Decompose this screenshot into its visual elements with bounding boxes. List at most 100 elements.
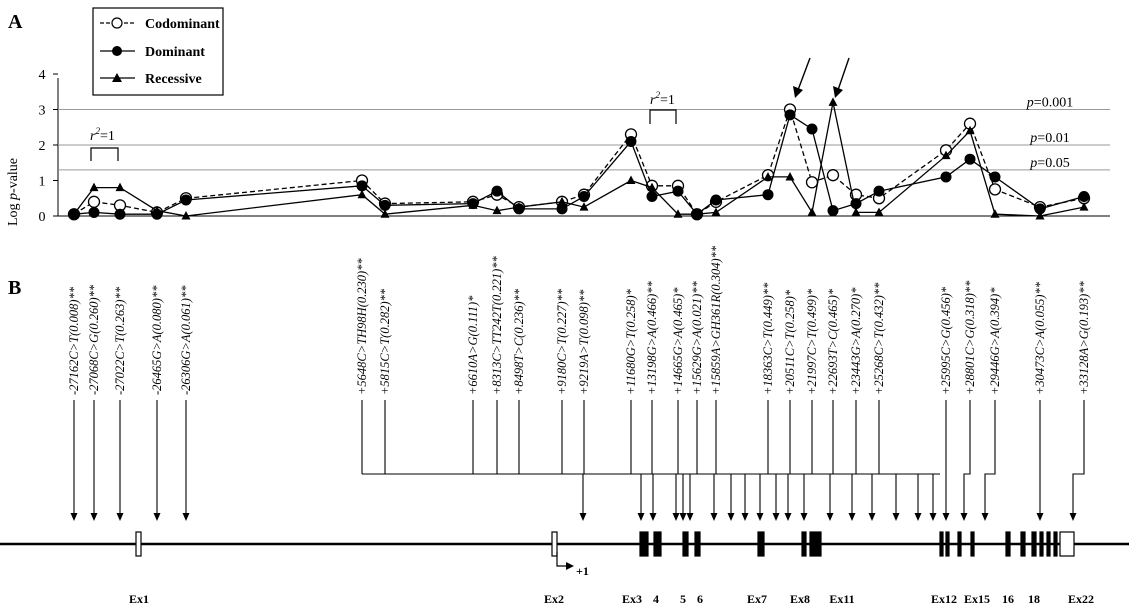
data-point bbox=[784, 109, 796, 121]
snp-label: +25268C>T(0.432)** bbox=[872, 282, 886, 395]
threshold-label: p=0.001 bbox=[1026, 96, 1073, 111]
snp-label: +11680G>T(0.258)* bbox=[624, 288, 638, 395]
snp-connector bbox=[984, 400, 996, 515]
data-point bbox=[762, 189, 774, 201]
exon bbox=[809, 531, 815, 557]
series-layer bbox=[67, 97, 1091, 221]
data-point bbox=[556, 203, 568, 215]
exon-label: Ex1 bbox=[129, 592, 149, 606]
data-point bbox=[874, 207, 884, 216]
snp-arrowhead bbox=[929, 513, 937, 521]
data-point bbox=[763, 171, 773, 181]
y-tick-label: 3 bbox=[39, 104, 46, 119]
data-point bbox=[873, 185, 885, 197]
data-point bbox=[692, 209, 702, 218]
data-point bbox=[114, 208, 126, 220]
data-point bbox=[941, 150, 951, 160]
data-point bbox=[1034, 203, 1046, 215]
exon-label: 5 bbox=[680, 592, 686, 606]
panel-a-letter: A bbox=[8, 11, 23, 33]
data-point bbox=[89, 182, 99, 192]
snp-arrowhead bbox=[579, 513, 587, 521]
data-point bbox=[152, 205, 162, 215]
snp-arrowhead bbox=[70, 513, 78, 521]
snp-label: +25995C>G(0.456)* bbox=[939, 286, 953, 395]
data-point bbox=[805, 176, 819, 189]
snp-label: -26306G>A(0.061)** bbox=[179, 285, 193, 395]
series-codominant bbox=[67, 103, 1091, 221]
exon-label: Ex11 bbox=[829, 592, 854, 606]
exon bbox=[814, 531, 822, 557]
data-point bbox=[1035, 211, 1045, 220]
data-point bbox=[851, 207, 861, 216]
panel-b-letter: B bbox=[8, 277, 21, 299]
svg-text:r2=1: r2=1 bbox=[90, 126, 115, 144]
legend-codominant: Codominant bbox=[100, 17, 220, 32]
snp-arrowhead bbox=[960, 513, 968, 521]
snp-label: +23443G>A(0.270)* bbox=[849, 287, 863, 395]
data-point bbox=[672, 185, 684, 197]
snp-label: -27022C>T(0.263)** bbox=[113, 286, 127, 395]
data-point bbox=[850, 198, 862, 210]
series-recessive bbox=[69, 97, 1089, 220]
y-tick-label: 2 bbox=[39, 139, 46, 154]
snp-labels: -27162C>T(0.008)** -27068C>G(0.260)** -270… bbox=[67, 245, 1091, 395]
snp-label: -27068C>G(0.260)** bbox=[87, 284, 101, 395]
y-tick-label: 4 bbox=[39, 68, 46, 83]
data-point bbox=[514, 202, 524, 211]
snp-label: +18363C>T(0.449)** bbox=[761, 282, 775, 395]
y-ticks: 0 1 2 3 4 bbox=[39, 68, 58, 225]
exon bbox=[1059, 531, 1075, 557]
legend-recessive: Recessive bbox=[100, 72, 202, 87]
y-tick-label: 0 bbox=[39, 210, 46, 225]
y-tick-label: 1 bbox=[39, 175, 46, 190]
exon-labels: Ex1 Ex2 Ex3 4 5 6 Ex7 Ex8 Ex11 Ex12 Ex15 16 18 Ex22 bbox=[129, 592, 1094, 606]
snp-arrowhead bbox=[741, 513, 749, 521]
snp-label: +22693T>C(0.465)* bbox=[826, 288, 840, 395]
snp-label: +6610A>G(0.111)* bbox=[466, 295, 480, 395]
data-point bbox=[646, 190, 658, 202]
data-point bbox=[1079, 202, 1089, 211]
snp-arrowhead bbox=[182, 513, 190, 521]
data-point bbox=[785, 171, 795, 181]
data-point bbox=[711, 207, 721, 216]
exon bbox=[757, 531, 765, 557]
exon-label: Ex8 bbox=[790, 592, 810, 606]
exon bbox=[694, 531, 701, 557]
snp-arrowhead bbox=[1069, 513, 1077, 521]
exon-label: 16 bbox=[1002, 592, 1014, 606]
exon bbox=[1031, 531, 1037, 557]
snp-label: +21997C>T(0.499)* bbox=[805, 288, 819, 395]
data-point bbox=[806, 123, 818, 135]
data-point bbox=[356, 180, 368, 192]
data-point bbox=[181, 211, 191, 220]
snp-arrowhead bbox=[672, 513, 680, 521]
exon bbox=[945, 531, 950, 557]
data-point bbox=[491, 185, 503, 197]
snp-connector bbox=[1072, 400, 1085, 515]
ld-annotation-2: r2=1 bbox=[649, 90, 677, 124]
y-axis-label: Log p-value bbox=[6, 158, 21, 226]
snp-arrowhead bbox=[892, 513, 900, 521]
legend: Codominant Dominant Recessive bbox=[92, 7, 224, 96]
tss-marker: +1 bbox=[556, 552, 589, 578]
snp-label: +15629G>A(0.021)** bbox=[690, 281, 704, 395]
legend-dominant: Dominant bbox=[100, 45, 205, 60]
highlight-arrow-2 bbox=[833, 57, 850, 98]
snp-arrowhead bbox=[153, 513, 161, 521]
exon-label: Ex2 bbox=[544, 592, 564, 606]
data-point bbox=[492, 205, 502, 215]
data-point bbox=[673, 209, 683, 218]
series-line bbox=[73, 113, 1085, 216]
snp-label: +15859A>GH361R(0.304)** bbox=[709, 245, 723, 395]
snp-arrowhead bbox=[914, 513, 922, 521]
snp-label: +30473C>A(0.055)** bbox=[1033, 281, 1047, 395]
data-point bbox=[990, 209, 1000, 218]
snp-arrowhead bbox=[679, 513, 687, 521]
exon bbox=[1053, 531, 1058, 557]
snp-arrowhead bbox=[784, 513, 792, 521]
exon-label: Ex12 bbox=[931, 592, 957, 606]
exon-label: 4 bbox=[653, 592, 659, 606]
snp-arrowhead bbox=[826, 513, 834, 521]
